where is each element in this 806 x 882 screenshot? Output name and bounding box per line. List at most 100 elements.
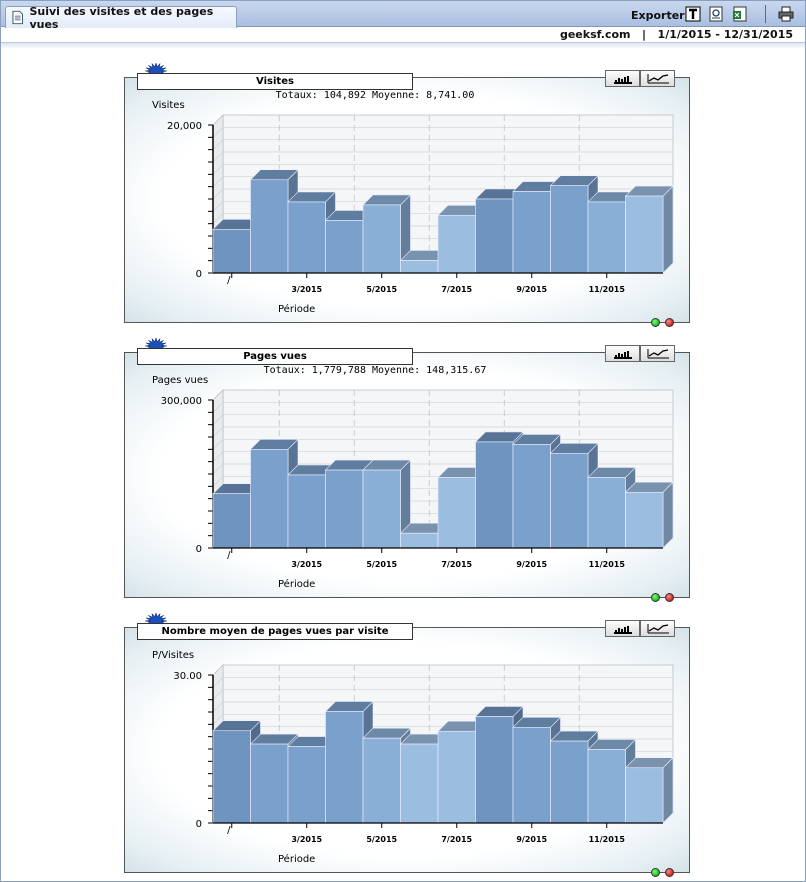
x-axis-label: Période	[278, 853, 315, 865]
status-dot-green[interactable]	[651, 318, 660, 327]
bar-chart-button[interactable]	[605, 345, 640, 362]
status-dot-red[interactable]	[665, 318, 674, 327]
chart-title: Visites	[137, 73, 413, 90]
grid-line	[212, 677, 224, 688]
bar-front	[400, 532, 439, 549]
bar-front	[550, 185, 589, 274]
line-chart-button[interactable]	[640, 70, 675, 87]
chart-panel-pageviews: Pages vues Totaux: 1,779,788 Moyenne: 14…	[124, 337, 690, 602]
bar-chart-icon	[614, 76, 632, 84]
bar-front	[512, 726, 551, 824]
bar-front	[512, 444, 551, 549]
document-icon	[12, 10, 23, 25]
x-tick-label: 5/2015	[366, 835, 397, 844]
bar-10/2015	[549, 442, 599, 549]
chart-panel-visits: Visites Totaux: 104,892 Moyenne: 8,741.0…	[124, 62, 690, 327]
bar-front	[325, 220, 364, 274]
bar-front	[512, 191, 551, 274]
printer-icon[interactable]	[778, 6, 794, 22]
bar-front	[362, 204, 401, 274]
y-tick-label: 300,000	[161, 396, 202, 407]
bar-front	[325, 469, 364, 549]
x-tick-label: 11/2015	[589, 835, 626, 844]
grid-line	[212, 164, 224, 175]
bar-front	[625, 195, 664, 274]
header-divider	[1, 42, 805, 48]
bar-front	[550, 452, 589, 549]
grid-line	[212, 188, 224, 200]
bar-front	[212, 493, 251, 549]
x-axis-label: Période	[278, 578, 315, 590]
bar-front	[437, 730, 476, 824]
status-dot-green[interactable]	[651, 593, 660, 602]
bar-front	[587, 201, 626, 274]
bar-front	[250, 743, 289, 824]
bar-front	[287, 746, 326, 824]
bar-side	[662, 757, 674, 824]
site-name: geeksf.com	[559, 28, 631, 41]
chart-type-toggle	[605, 345, 675, 362]
x-tick-label: 3/2015	[291, 285, 322, 294]
grid-line	[212, 451, 224, 462]
chart-plot: P/Visites 30.00 0 / 3/2015 5/2015 7/2015 9/2015…	[152, 650, 674, 865]
totals-text: Totaux: 104,892 Moyenne: 8,741.00	[276, 90, 475, 101]
grid-line	[212, 714, 224, 725]
bar-front	[250, 449, 289, 549]
grid-line	[212, 414, 224, 425]
grid-line	[212, 201, 224, 212]
x-tick-label: 9/2015	[516, 285, 547, 294]
line-chart-icon	[647, 349, 669, 359]
bar-front	[400, 743, 439, 824]
x-tick-label: 3/2015	[291, 560, 322, 569]
report-tab[interactable]: Suivi des visites et des pages vues	[5, 5, 237, 31]
xml-export-icon[interactable]	[708, 6, 724, 22]
x-tick-label: 7/2015	[441, 835, 472, 844]
bar-front	[437, 214, 476, 274]
status-dot-red[interactable]	[665, 868, 674, 877]
line-chart-button[interactable]	[640, 620, 675, 637]
line-chart-icon	[647, 624, 669, 634]
bar-front	[437, 477, 476, 549]
bar-front	[587, 477, 626, 549]
x-tick-label: 7/2015	[441, 285, 472, 294]
bar-chart-icon	[614, 626, 632, 634]
bar-12/2015	[624, 185, 674, 274]
grid-line	[212, 463, 224, 475]
chart-type-toggle	[605, 620, 675, 637]
x-tick-label: 11/2015	[589, 285, 626, 294]
bar-1/2015	[212, 483, 262, 549]
y-tick-label: 0	[196, 269, 202, 280]
y-axis-label: Visites	[152, 100, 185, 111]
status-dot-green[interactable]	[651, 868, 660, 877]
status-dot-red[interactable]	[665, 593, 674, 602]
chart-title: Pages vues	[137, 348, 413, 365]
bar-chart-button[interactable]	[605, 70, 640, 87]
date-range: 1/1/2015 - 12/31/2015	[657, 28, 793, 41]
grid-line	[212, 139, 224, 150]
chart-type-toggle	[605, 70, 675, 87]
bar-chart-button[interactable]	[605, 620, 640, 637]
y-axis-label: P/Visites	[152, 650, 194, 661]
text-export-icon[interactable]	[685, 6, 701, 22]
x-tick-label: /	[227, 550, 231, 561]
bar-front	[250, 179, 289, 274]
toolbar-divider	[765, 5, 766, 23]
line-chart-icon	[647, 74, 669, 84]
bar-front	[475, 441, 514, 549]
x-tick-label: /	[227, 825, 231, 836]
bar-front	[287, 474, 326, 549]
grid-line	[212, 439, 224, 450]
x-tick-label: 5/2015	[366, 285, 397, 294]
bar-12/2015	[624, 757, 674, 824]
line-chart-button[interactable]	[640, 345, 675, 362]
excel-export-icon[interactable]	[732, 6, 748, 22]
y-tick-label: 20,000	[167, 121, 202, 132]
y-tick-label: 0	[196, 819, 202, 830]
bar-front	[287, 201, 326, 274]
y-tick-label: 30.00	[173, 671, 202, 682]
report-context: geeksf.com | 1/1/2015 - 12/31/2015	[1, 28, 805, 44]
grid-line	[212, 213, 224, 224]
grid-line	[212, 476, 224, 487]
bar-front	[587, 749, 626, 824]
